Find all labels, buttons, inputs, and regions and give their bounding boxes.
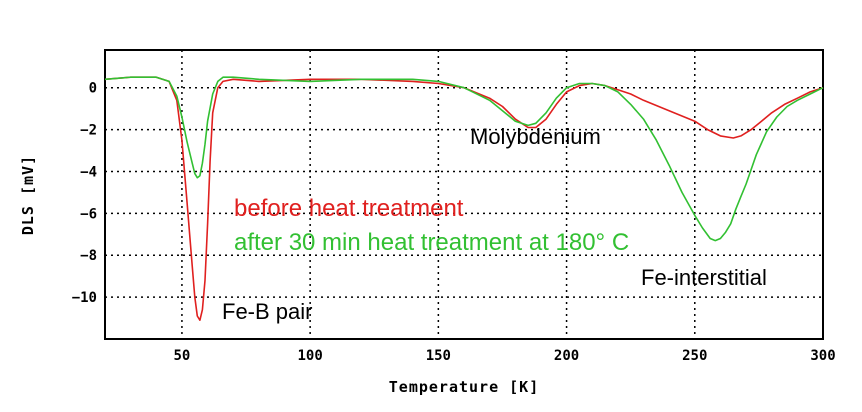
x-tick-label: 300 xyxy=(810,348,835,364)
x-tick-label: 250 xyxy=(682,348,707,364)
x-tick-labels: 50 100 150 200 250 300 xyxy=(173,348,835,364)
y-tick-label: −8 xyxy=(80,248,97,264)
annotation-fe-interstitial: Fe-interstitial xyxy=(641,265,767,290)
y-tick-label: −6 xyxy=(80,206,97,222)
legend-after-heat-treatment: after 30 min heat treatment at 180° C xyxy=(234,229,629,256)
series-layer xyxy=(104,76,824,322)
y-tick-label: 0 xyxy=(89,81,97,97)
x-tick-label: 150 xyxy=(426,348,451,364)
y-tick-label: −2 xyxy=(80,123,97,139)
plot-frame xyxy=(104,49,824,340)
series-line-after-heat-treatment xyxy=(104,76,824,242)
grid xyxy=(105,50,824,339)
y-tick-label: −4 xyxy=(80,164,97,180)
annotation-molybdenium: Molybdenium xyxy=(470,124,601,149)
legend-before-heat-treatment: before heat treatment xyxy=(234,195,464,222)
x-tick-label: 100 xyxy=(297,348,322,364)
y-axis-title: DLS [mV] xyxy=(19,155,37,235)
x-axis-title: Temperature [K] xyxy=(389,378,539,396)
x-tick-label: 200 xyxy=(554,348,579,364)
annotation-fe-b-pair: Fe-B pair xyxy=(222,299,312,324)
series-line-before-heat-treatment xyxy=(104,76,824,322)
y-tick-labels: 0 −2 −4 −6 −8 −10 xyxy=(72,81,97,306)
y-tick-label: −10 xyxy=(72,290,97,306)
x-tick-label: 50 xyxy=(173,348,190,364)
